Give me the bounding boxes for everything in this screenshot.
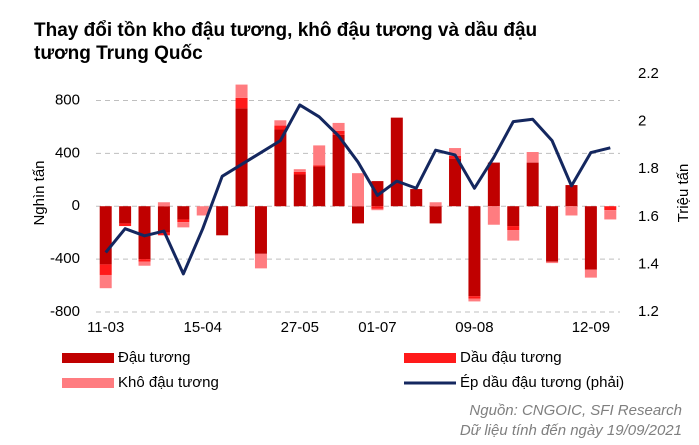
bar-segment [196,206,209,216]
x-tick-label: 11-03 [87,319,124,336]
bar-segment [99,264,112,275]
bar-segment [235,97,248,109]
bar-segment [604,206,617,211]
bar-segment [274,129,287,207]
legend-swatch [62,353,114,363]
bar-segment [313,145,326,166]
legend-label: Đậu tương [118,349,190,366]
bar-segment [390,117,403,207]
bar-segment [371,208,384,211]
bar-segment [468,206,481,297]
bar-segment [487,206,500,225]
bar-segment [293,169,306,172]
bar-segment [177,222,190,228]
date-note: Dữ liệu tính đến ngày 19/09/2021 [460,422,682,439]
y-axis-label: Nghìn tấn [31,160,48,225]
y2-axis-label: Triệu tấn [675,164,692,223]
bar-segment [332,130,345,135]
y-tick-label: -400 [50,250,80,267]
bar-segment [274,125,287,130]
bar-segment [410,189,423,207]
bar-segment [565,185,578,207]
bar-segment [371,206,384,209]
legend-swatch [62,378,114,388]
bar-segment [235,84,248,98]
bar-segment [352,206,364,224]
x-tick-label: 27-05 [281,319,319,336]
bar-segment [177,219,190,223]
bar-segment [507,230,520,241]
source-note: Nguồn: CNGOIC, SFI Research [469,402,682,419]
chart-title-line2: tương Trung Quốc [34,43,203,64]
bar-segment [293,171,306,175]
y2-tick-label: 1.8 [638,160,659,177]
bar-segment [604,210,617,220]
bar-segment [449,158,462,207]
legend-label: Khô đậu tương [118,374,219,391]
bar-segment [157,202,170,207]
y-tick-label: 800 [55,91,80,108]
bar-segment [546,206,559,262]
bar-segment [507,226,520,231]
bar-segment [332,122,345,131]
bar-segment [254,253,267,269]
bar-segment [352,173,364,207]
y-tick-label: -800 [50,303,80,320]
y2-tick-label: 1.6 [638,208,659,225]
y-tick-label: 0 [72,197,80,214]
bar-segment [449,148,462,156]
x-tick-label: 12-09 [572,319,610,336]
chart-title: Thay đổi tồn kho đậu tương, khô đậu tươn… [34,20,537,41]
bar-segment [546,261,559,264]
x-tick-label: 01-07 [358,319,396,336]
bar-segment [565,206,578,216]
bar-segment [313,165,326,167]
x-tick-label: 15-04 [184,319,222,336]
y2-tick-label: 2.2 [638,65,659,82]
bar-segment [157,206,170,233]
bar-segment [429,202,442,207]
bar-segment [138,206,151,260]
legend-label: Dầu đậu tương [460,349,562,366]
bar-segment [293,174,306,207]
bar-segment [526,162,539,207]
bar-segment [254,206,267,254]
bar-segment [274,120,287,126]
bar-segment [138,259,151,262]
y2-tick-label: 1.4 [638,255,659,272]
legend-label: Ép dầu đậu tương (phải) [460,374,624,391]
bar-segment [468,298,481,302]
bar-segment [313,166,326,207]
bar-segment [216,206,229,236]
bar-segment [99,274,112,289]
bar-segment [119,223,132,227]
bar-segment [177,206,190,220]
bar-segment [584,206,597,270]
bar-segment [332,134,345,207]
bar-segment [487,162,500,207]
y2-tick-label: 1.2 [638,303,659,320]
bar-segment [138,261,151,266]
legend-swatch [404,353,456,363]
line-series [104,103,611,276]
x-tick-label: 09-08 [455,319,493,336]
bar-segment [507,206,520,227]
bar-segment [584,269,597,278]
bar-segment [119,206,132,224]
bar-segment [99,206,112,265]
y-tick-label: 400 [55,144,80,161]
bar-segment [235,108,248,207]
bar-segment [526,152,539,163]
bar-segment [429,206,442,224]
bar-segment [468,296,481,299]
y2-tick-label: 2 [638,113,646,130]
